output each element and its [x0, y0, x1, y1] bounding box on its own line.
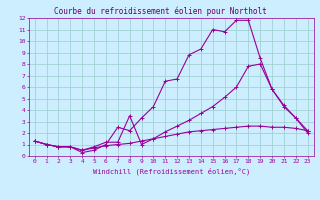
Text: Courbe du refroidissement éolien pour Northolt: Courbe du refroidissement éolien pour No… [54, 6, 266, 16]
X-axis label: Windchill (Refroidissement éolien,°C): Windchill (Refroidissement éolien,°C) [92, 167, 250, 175]
